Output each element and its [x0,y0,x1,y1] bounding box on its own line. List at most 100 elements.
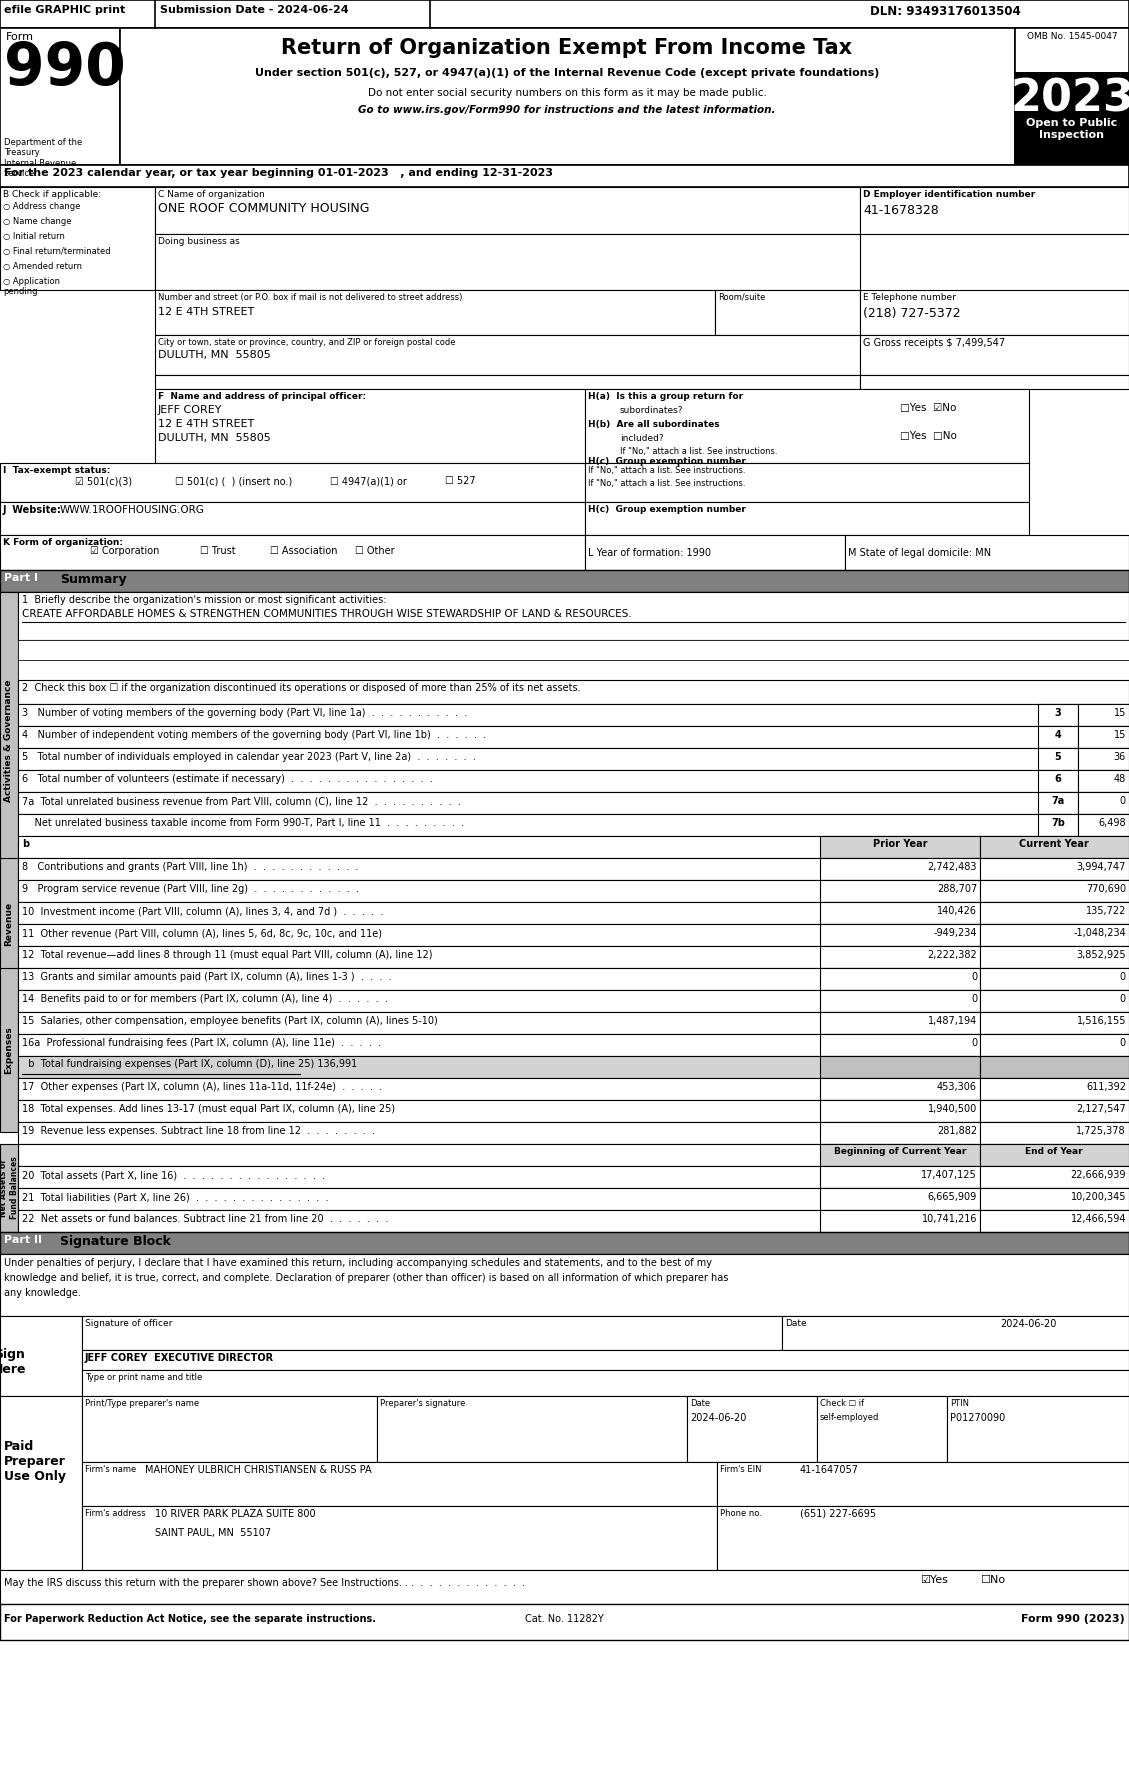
Text: b  Total fundraising expenses (Part IX, column (D), line 25) 136,991: b Total fundraising expenses (Part IX, c… [21,1060,357,1068]
Text: Doing business as: Doing business as [158,237,239,245]
Text: G Gross receipts $ 7,499,547: G Gross receipts $ 7,499,547 [863,337,1005,348]
Bar [817,1395,947,1462]
Text: 4: 4 [1054,729,1061,740]
Bar [980,1144,1129,1166]
Text: 281,882: 281,882 [937,1127,977,1136]
Text: If "No," attach a list. See instructions.: If "No," attach a list. See instructions… [588,479,745,487]
Bar [980,879,1129,902]
Bar [0,164,1129,187]
Text: Current Year: Current Year [1019,839,1088,849]
Text: Number and street (or P.O. box if mail is not delivered to street address): Number and street (or P.O. box if mail i… [158,293,463,302]
Bar [0,502,585,535]
Text: Net Assets or
Fund Balances: Net Assets or Fund Balances [0,1157,19,1219]
Bar [0,1144,18,1233]
Bar [18,1035,1129,1056]
Text: ☐ Association: ☐ Association [270,546,338,556]
Text: 3,994,747: 3,994,747 [1077,862,1126,872]
Text: 7a: 7a [1051,796,1065,805]
Bar [18,749,1129,770]
Text: 2  Check this box ☐ if the organization discontinued its operations or disposed : 2 Check this box ☐ if the organization d… [21,683,580,692]
Bar [0,28,120,164]
Text: Part I: Part I [5,572,38,583]
Bar [820,1035,980,1056]
Text: P01270090: P01270090 [949,1413,1005,1423]
Bar [1038,705,1078,726]
Bar [980,1189,1129,1210]
Text: 2,222,382: 2,222,382 [927,950,977,961]
Bar [82,1370,1129,1395]
Bar [820,1210,980,1233]
Bar [980,1210,1129,1233]
Bar [980,1077,1129,1100]
Bar [980,858,1129,879]
Text: Form: Form [6,32,34,42]
Text: 1,940,500: 1,940,500 [928,1104,977,1114]
Text: 9   Program service revenue (Part VIII, line 2g)  .  .  .  .  .  .  .  .  .  .  : 9 Program service revenue (Part VIII, li… [21,885,359,894]
Text: 5   Total number of individuals employed in calendar year 2023 (Part V, line 2a): 5 Total number of individuals employed i… [21,752,476,761]
Bar [820,1012,980,1035]
Text: For the 2023 calendar year, or tax year beginning 01-01-2023   , and ending 12-3: For the 2023 calendar year, or tax year … [5,168,553,178]
Text: ☐ 501(c) (  ) (insert no.): ☐ 501(c) ( ) (insert no.) [175,477,292,486]
Text: Date: Date [690,1399,710,1408]
Bar [1078,705,1129,726]
Text: 10,200,345: 10,200,345 [1070,1192,1126,1203]
Text: Signature of officer: Signature of officer [85,1319,173,1328]
Bar [18,814,1129,835]
Text: ○ Final return/terminated: ○ Final return/terminated [3,247,111,256]
Text: 17,407,125: 17,407,125 [921,1171,977,1180]
Bar [1038,749,1078,770]
Text: 1,516,155: 1,516,155 [1076,1015,1126,1026]
Bar [18,1077,1129,1100]
Bar [820,924,980,947]
Bar [715,290,860,336]
Bar [0,187,155,290]
Bar [820,1056,980,1077]
Bar [980,1056,1129,1077]
Text: ○ Address change: ○ Address change [3,201,80,210]
Text: I  Tax-exempt status:: I Tax-exempt status: [3,466,111,475]
Bar [980,968,1129,991]
Text: 1  Briefly describe the organization's mission or most significant activities:: 1 Briefly describe the organization's mi… [21,595,386,606]
Text: 0: 0 [971,994,977,1005]
Text: 19  Revenue less expenses. Subtract line 18 from line 12  .  .  .  .  .  .  .  .: 19 Revenue less expenses. Subtract line … [21,1127,375,1136]
Bar [585,389,1029,463]
Bar [980,1100,1129,1121]
Bar [820,858,980,879]
Text: ☐No: ☐No [980,1575,1005,1586]
Text: 3: 3 [1054,708,1061,719]
Text: 14  Benefits paid to or for members (Part IX, column (A), line 4)  .  .  .  .  .: 14 Benefits paid to or for members (Part… [21,994,388,1005]
Text: Paid
Preparer
Use Only: Paid Preparer Use Only [5,1439,65,1483]
Bar [155,336,860,374]
Text: 16a  Professional fundraising fees (Part IX, column (A), line 11e)  .  .  .  .  : 16a Professional fundraising fees (Part … [21,1038,382,1047]
Bar [820,1100,980,1121]
Text: Phone no.: Phone no. [720,1508,762,1519]
Bar [155,389,585,463]
Bar [82,1395,377,1462]
Text: 611,392: 611,392 [1086,1083,1126,1091]
Bar [18,1210,1129,1233]
Bar [0,968,18,1132]
Text: K Form of organization:: K Form of organization: [3,539,123,547]
Bar [820,947,980,968]
Text: 770,690: 770,690 [1086,885,1126,894]
Text: Under section 501(c), 527, or 4947(a)(1) of the Internal Revenue Code (except pr: Under section 501(c), 527, or 4947(a)(1)… [255,69,879,78]
Bar [18,791,1129,814]
Bar [820,991,980,1012]
Bar [0,1395,82,1570]
Text: 6: 6 [1054,774,1061,784]
Bar [377,1395,688,1462]
Text: Firm's name: Firm's name [85,1466,137,1475]
Text: ☐ Trust: ☐ Trust [200,546,236,556]
Bar [155,374,860,389]
Text: 453,306: 453,306 [937,1083,977,1091]
Text: Return of Organization Exempt From Income Tax: Return of Organization Exempt From Incom… [281,39,852,58]
Text: Preparer's signature: Preparer's signature [380,1399,465,1408]
Bar [120,28,1015,164]
Text: Activities & Governance: Activities & Governance [5,680,14,802]
Text: 0: 0 [971,1038,977,1047]
Text: 15  Salaries, other compensation, employee benefits (Part IX, column (A), lines : 15 Salaries, other compensation, employe… [21,1015,438,1026]
Bar [155,290,715,336]
Text: C Name of organization: C Name of organization [158,191,264,200]
Bar [18,1100,1129,1121]
Text: H(b)  Are all subordinates: H(b) Are all subordinates [588,420,719,429]
